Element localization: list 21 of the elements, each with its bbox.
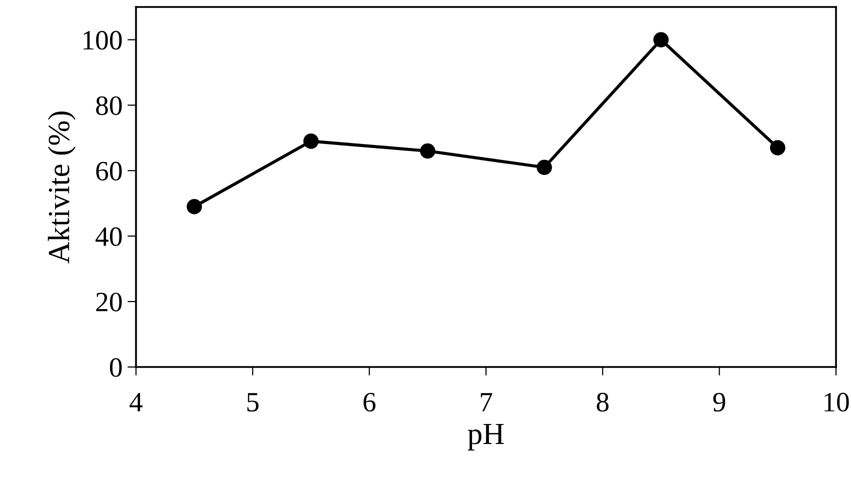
point bbox=[186, 198, 202, 214]
x-axis-title: pH bbox=[468, 424, 504, 450]
point bbox=[536, 160, 552, 176]
x-tick-label: 9 bbox=[713, 392, 726, 412]
x-tick-label: 5 bbox=[247, 393, 259, 412]
y-tick-label: 40 bbox=[96, 227, 122, 246]
y-tick-label: 0 bbox=[110, 358, 122, 377]
point bbox=[420, 143, 436, 159]
y-tick-label: 60 bbox=[96, 162, 122, 181]
point bbox=[770, 140, 786, 156]
y-axis-title: Aktivite (%) bbox=[48, 112, 76, 264]
x-tick-label: 8 bbox=[596, 392, 609, 412]
y-tick-label: 100 bbox=[84, 30, 122, 50]
x-tick-label: 4 bbox=[130, 392, 143, 412]
x-tick-label: 7 bbox=[480, 393, 492, 412]
y-tick-label: 20 bbox=[96, 292, 122, 312]
point bbox=[303, 134, 319, 149]
point bbox=[653, 32, 669, 48]
x-tick-label: 10 bbox=[824, 392, 849, 412]
x-tick-label: 6 bbox=[364, 392, 376, 412]
y-tick-label: 80 bbox=[96, 96, 122, 116]
